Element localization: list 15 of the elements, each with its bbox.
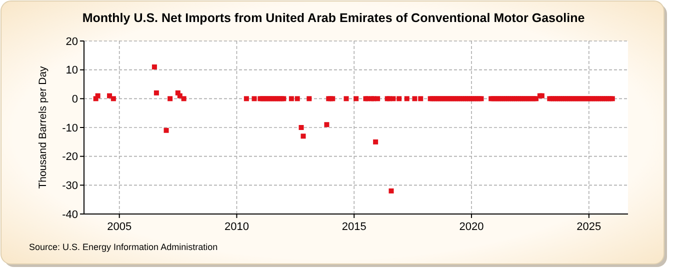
y-tick-label: -40 xyxy=(62,208,78,221)
y-tick-label: 10 xyxy=(66,64,78,77)
x-tick-label: 2020 xyxy=(459,221,484,233)
y-axis-title: Thousand Barrels per Day xyxy=(37,65,49,189)
x-tick-label: 2025 xyxy=(576,221,602,233)
x-tick-label: 2010 xyxy=(224,221,249,233)
chart-title: Monthly U.S. Net Imports from United Arab Emirates of Conventional Motor Gasoline xyxy=(82,11,585,25)
source-note: Source: U.S. Energy Information Administration xyxy=(29,242,218,252)
y-tick-label: 0 xyxy=(72,94,78,106)
y-tick-label: -20 xyxy=(62,151,78,164)
y-tick-label: -10 xyxy=(62,122,78,134)
x-tick-label: 2015 xyxy=(342,221,366,233)
y-tick-label: -30 xyxy=(62,180,78,192)
y-tick-label: 20 xyxy=(66,36,78,48)
x-tick-label: 2005 xyxy=(107,221,132,233)
